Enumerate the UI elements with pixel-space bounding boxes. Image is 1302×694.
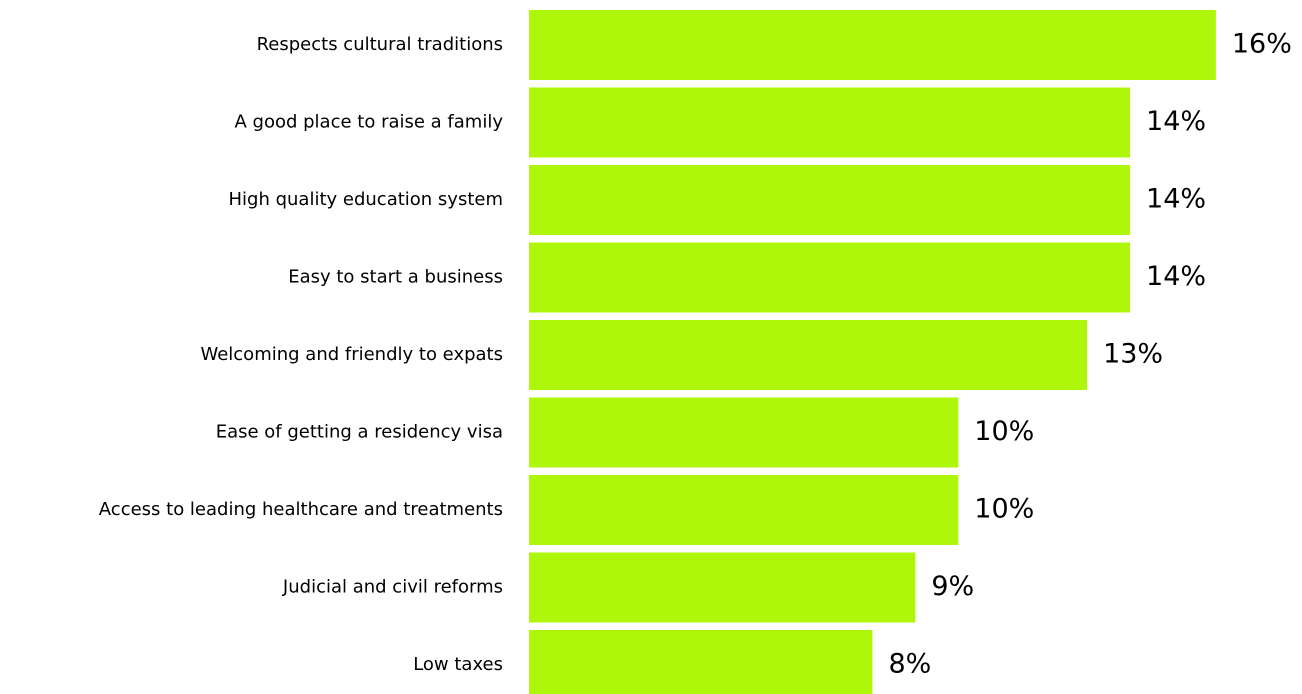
value-label: 14% xyxy=(1146,184,1206,215)
value-label: 13% xyxy=(1103,339,1163,370)
bar xyxy=(529,475,959,545)
value-label: 10% xyxy=(974,494,1034,525)
category-label: A good place to raise a family xyxy=(235,112,504,133)
bar xyxy=(529,87,1131,158)
bar xyxy=(529,397,959,468)
value-labels: 16% 14% 14% 14% 13% 10% 10% 9% 8% xyxy=(888,29,1291,680)
value-label: 10% xyxy=(974,416,1034,447)
value-label: 14% xyxy=(1146,106,1206,137)
category-label: Easy to start a business xyxy=(288,267,503,288)
value-label: 14% xyxy=(1146,261,1206,292)
category-labels: Respects cultural traditions A good place… xyxy=(99,34,504,675)
value-label: 8% xyxy=(888,649,931,680)
bar xyxy=(529,552,916,623)
category-label: Respects cultural traditions xyxy=(257,34,503,55)
bar xyxy=(529,630,873,694)
category-label: Judicial and civil reforms xyxy=(282,577,503,598)
category-label: High quality education system xyxy=(229,189,504,210)
bar xyxy=(529,165,1131,235)
value-label: 16% xyxy=(1232,29,1292,60)
category-label: Ease of getting a residency visa xyxy=(216,422,503,443)
value-label: 9% xyxy=(931,571,974,602)
bars xyxy=(529,10,1216,694)
bar xyxy=(529,10,1216,80)
bar xyxy=(529,320,1088,390)
bar xyxy=(529,242,1131,313)
category-label: Low taxes xyxy=(413,654,503,675)
category-label: Welcoming and friendly to expats xyxy=(200,344,503,365)
category-label: Access to leading healthcare and treatme… xyxy=(99,499,503,520)
